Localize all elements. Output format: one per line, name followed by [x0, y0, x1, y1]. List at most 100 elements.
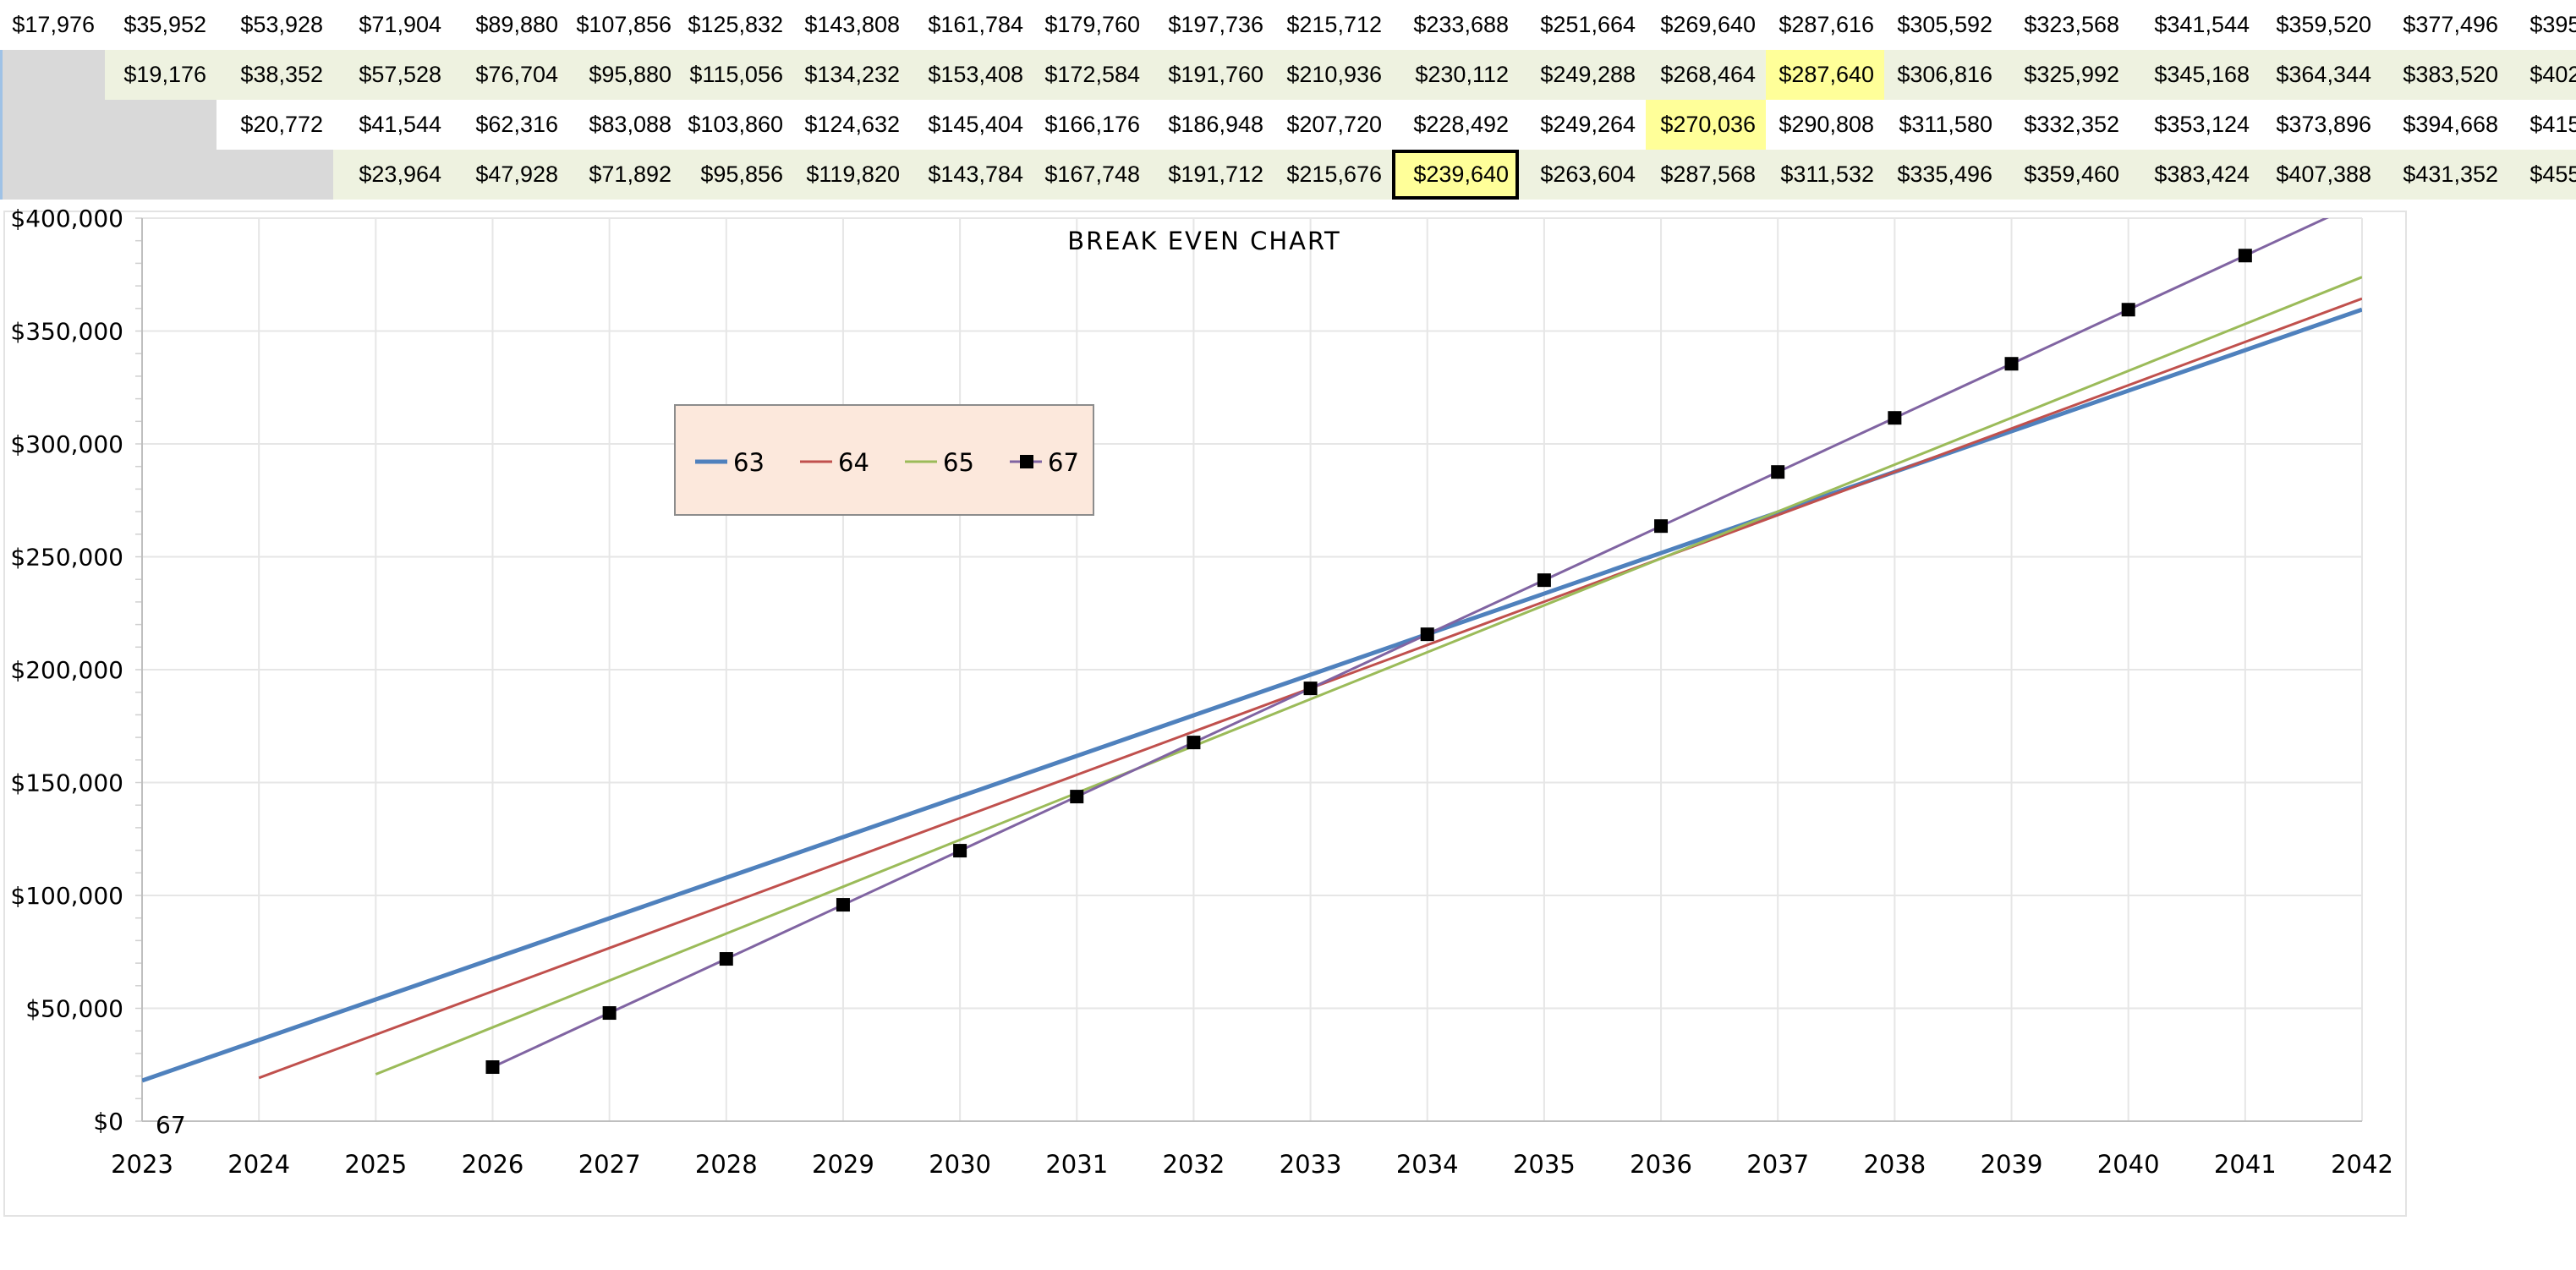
sheet-cell[interactable]: $95,856 — [682, 150, 793, 200]
sheet-cell[interactable]: $161,784 — [910, 0, 1033, 50]
sheet-cell[interactable]: $167,748 — [1033, 150, 1150, 200]
sheet-cell[interactable]: $332,352 — [2003, 100, 2129, 150]
sheet-cell[interactable]: $373,896 — [2260, 100, 2381, 150]
sheet-cell[interactable]: $455,316 — [2508, 150, 2576, 200]
data-point-67[interactable] — [1070, 790, 1084, 804]
sheet-cell[interactable]: $134,232 — [793, 50, 910, 100]
data-point-67[interactable] — [602, 1006, 617, 1021]
sheet-cell[interactable]: $107,856 — [568, 0, 682, 50]
data-point-67[interactable] — [719, 952, 733, 966]
data-point-67[interactable] — [1420, 627, 1434, 642]
data-point-67[interactable] — [2238, 249, 2252, 263]
sheet-cell[interactable]: $230,112 — [1392, 50, 1519, 100]
sheet-cell[interactable]: $383,520 — [2381, 50, 2508, 100]
data-point-67[interactable] — [485, 1060, 500, 1075]
sheet-cell[interactable]: $251,664 — [1519, 0, 1646, 50]
sheet-cell[interactable]: $115,056 — [682, 50, 793, 100]
sheet-cell[interactable]: $359,520 — [2260, 0, 2381, 50]
sheet-cell[interactable]: $394,668 — [2381, 100, 2508, 150]
sheet-cell[interactable]: $179,760 — [1033, 0, 1150, 50]
data-point-67[interactable] — [953, 844, 967, 858]
data-point-67[interactable] — [2004, 357, 2019, 371]
legend-item-67[interactable]: 67 — [1010, 448, 1079, 477]
sheet-cell[interactable]: $103,860 — [682, 100, 793, 150]
sheet-cell[interactable]: $71,892 — [568, 150, 682, 200]
sheet-cell[interactable]: $215,676 — [1274, 150, 1392, 200]
sheet-cell[interactable]: $287,568 — [1646, 150, 1766, 200]
sheet-cell[interactable]: $47,928 — [452, 150, 568, 200]
sheet-cell[interactable]: $35,952 — [105, 0, 216, 50]
sheet-cell[interactable]: $145,404 — [910, 100, 1033, 150]
sheet-cell[interactable]: $95,880 — [568, 50, 682, 100]
sheet-cell[interactable]: $41,544 — [333, 100, 452, 150]
sheet-cell[interactable]: $38,352 — [216, 50, 333, 100]
sheet-cell[interactable]: $197,736 — [1150, 0, 1274, 50]
sheet-cell[interactable]: $228,492 — [1392, 100, 1519, 150]
sheet-cell[interactable] — [0, 50, 105, 100]
sheet-cell[interactable]: $287,616 — [1766, 0, 1884, 50]
data-point-67[interactable] — [836, 898, 850, 912]
sheet-cell[interactable]: $383,424 — [2129, 150, 2260, 200]
sheet-cell[interactable]: $233,688 — [1392, 0, 1519, 50]
sheet-cell[interactable]: $345,168 — [2129, 50, 2260, 100]
sheet-cell[interactable]: $407,388 — [2260, 150, 2381, 200]
sheet-cell[interactable]: $62,316 — [452, 100, 568, 150]
sheet-cell[interactable]: $19,176 — [105, 50, 216, 100]
selected-cell[interactable]: $239,640 — [1392, 150, 1519, 200]
sheet-cell[interactable]: $415,440 — [2508, 100, 2576, 150]
sheet-cell[interactable]: $249,264 — [1519, 100, 1646, 150]
data-point-67[interactable] — [1654, 519, 1669, 534]
sheet-cell[interactable] — [216, 150, 333, 200]
sheet-cell[interactable]: $325,992 — [2003, 50, 2129, 100]
sheet-cell[interactable]: $119,820 — [793, 150, 910, 200]
sheet-cell[interactable] — [105, 100, 216, 150]
data-point-67[interactable] — [1187, 736, 1201, 750]
sheet-cell[interactable] — [0, 100, 105, 150]
data-point-67[interactable] — [1537, 573, 1551, 588]
chart-area[interactable] — [3, 211, 2407, 1217]
sheet-cell[interactable]: $269,640 — [1646, 0, 1766, 50]
sheet-cell[interactable]: $186,948 — [1150, 100, 1274, 150]
sheet-cell[interactable]: $207,720 — [1274, 100, 1392, 150]
sheet-cell[interactable]: $153,408 — [910, 50, 1033, 100]
sheet-cell[interactable]: $270,036 — [1646, 100, 1766, 150]
sheet-cell[interactable]: $268,464 — [1646, 50, 1766, 100]
sheet-cell[interactable]: $125,832 — [682, 0, 793, 50]
sheet-cell[interactable]: $305,592 — [1884, 0, 2003, 50]
sheet-cell[interactable]: $290,808 — [1766, 100, 1884, 150]
sheet-cell[interactable]: $89,880 — [452, 0, 568, 50]
sheet-cell[interactable]: $311,580 — [1884, 100, 2003, 150]
sheet-cell[interactable]: $83,088 — [568, 100, 682, 150]
data-point-67[interactable] — [1303, 682, 1318, 696]
sheet-cell[interactable]: $191,712 — [1150, 150, 1274, 200]
data-point-67[interactable] — [1771, 465, 1785, 479]
sheet-cell[interactable]: $57,528 — [333, 50, 452, 100]
sheet-cell[interactable]: $311,532 — [1766, 150, 1884, 200]
sheet-cell[interactable]: $287,640 — [1766, 50, 1884, 100]
sheet-cell[interactable]: $306,816 — [1884, 50, 2003, 100]
sheet-cell[interactable]: $53,928 — [216, 0, 333, 50]
sheet-cell[interactable]: $431,352 — [2381, 150, 2508, 200]
legend-item-64[interactable]: 64 — [800, 448, 869, 477]
data-point-67[interactable] — [1888, 411, 1902, 425]
sheet-cell[interactable]: $71,904 — [333, 0, 452, 50]
sheet-cell[interactable]: $20,772 — [216, 100, 333, 150]
sheet-cell[interactable]: $323,568 — [2003, 0, 2129, 50]
sheet-cell[interactable]: $359,460 — [2003, 150, 2129, 200]
sheet-cell[interactable]: $377,496 — [2381, 0, 2508, 50]
sheet-cell[interactable]: $364,344 — [2260, 50, 2381, 100]
sheet-cell[interactable]: $402,696 — [2508, 50, 2576, 100]
sheet-cell[interactable]: $395,472 — [2508, 0, 2576, 50]
sheet-cell[interactable]: $76,704 — [452, 50, 568, 100]
sheet-cell[interactable]: $341,544 — [2129, 0, 2260, 50]
legend-item-65[interactable]: 65 — [905, 448, 974, 477]
sheet-cell[interactable]: $210,936 — [1274, 50, 1392, 100]
sheet-cell[interactable]: $215,712 — [1274, 0, 1392, 50]
chart-legend[interactable]: 63 64 65 67 — [674, 404, 1094, 516]
sheet-cell[interactable] — [0, 150, 105, 200]
sheet-cell[interactable]: $335,496 — [1884, 150, 2003, 200]
sheet-cell[interactable]: $191,760 — [1150, 50, 1274, 100]
sheet-cell[interactable] — [105, 150, 216, 200]
sheet-cell[interactable]: $353,124 — [2129, 100, 2260, 150]
